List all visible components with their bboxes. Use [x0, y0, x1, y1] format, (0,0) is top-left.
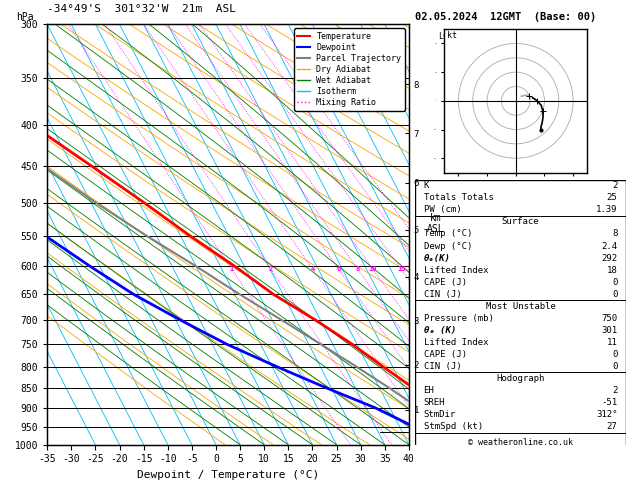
- Text: θₑ(K): θₑ(K): [423, 254, 450, 262]
- Y-axis label: km
ASL: km ASL: [427, 213, 445, 235]
- Text: CIN (J): CIN (J): [423, 290, 461, 299]
- Text: 312°: 312°: [596, 410, 618, 419]
- Text: 8: 8: [355, 266, 360, 272]
- Text: StmDir: StmDir: [423, 410, 456, 419]
- Text: StmSpd (kt): StmSpd (kt): [423, 422, 482, 431]
- Text: hPa: hPa: [16, 12, 34, 22]
- Text: 2.4: 2.4: [601, 242, 618, 251]
- Text: CIN (J): CIN (J): [423, 362, 461, 371]
- Text: 2: 2: [612, 386, 618, 395]
- Text: Most Unstable: Most Unstable: [486, 302, 555, 311]
- Text: Pressure (mb): Pressure (mb): [423, 314, 493, 323]
- Text: 8: 8: [612, 229, 618, 239]
- Text: Dewp (°C): Dewp (°C): [423, 242, 472, 251]
- Text: PW (cm): PW (cm): [423, 206, 461, 214]
- Text: 25: 25: [607, 193, 618, 202]
- Text: CAPE (J): CAPE (J): [423, 350, 467, 359]
- Text: 0: 0: [612, 362, 618, 371]
- Text: 750: 750: [601, 314, 618, 323]
- Text: Totals Totals: Totals Totals: [423, 193, 493, 202]
- Text: θₑ (K): θₑ (K): [423, 326, 456, 335]
- Text: 1: 1: [230, 266, 234, 272]
- Text: Surface: Surface: [502, 217, 539, 226]
- Text: 0: 0: [612, 350, 618, 359]
- Text: 11: 11: [607, 338, 618, 347]
- Text: SREH: SREH: [423, 398, 445, 407]
- Text: 6: 6: [337, 266, 341, 272]
- Text: 4: 4: [311, 266, 315, 272]
- Text: EH: EH: [423, 386, 434, 395]
- Text: 2: 2: [269, 266, 273, 272]
- X-axis label: Dewpoint / Temperature (°C): Dewpoint / Temperature (°C): [137, 470, 319, 480]
- Text: kt: kt: [447, 31, 457, 40]
- Text: 0: 0: [612, 290, 618, 299]
- Text: 15: 15: [397, 266, 406, 272]
- Text: 27: 27: [607, 422, 618, 431]
- Text: 10: 10: [369, 266, 377, 272]
- Text: -51: -51: [601, 398, 618, 407]
- Text: 0: 0: [612, 278, 618, 287]
- Text: 02.05.2024  12GMT  (Base: 00): 02.05.2024 12GMT (Base: 00): [415, 12, 596, 22]
- Text: Hodograph: Hodograph: [496, 374, 545, 383]
- Text: LCL: LCL: [438, 32, 453, 41]
- Legend: Temperature, Dewpoint, Parcel Trajectory, Dry Adiabat, Wet Adiabat, Isotherm, Mi: Temperature, Dewpoint, Parcel Trajectory…: [294, 29, 404, 111]
- Text: CAPE (J): CAPE (J): [423, 278, 467, 287]
- Text: 301: 301: [601, 326, 618, 335]
- Text: Lifted Index: Lifted Index: [423, 266, 488, 275]
- Text: Lifted Index: Lifted Index: [423, 338, 488, 347]
- Text: K: K: [423, 181, 429, 191]
- Text: -34°49'S  301°32'W  21m  ASL: -34°49'S 301°32'W 21m ASL: [47, 4, 236, 14]
- Text: © weatheronline.co.uk: © weatheronline.co.uk: [468, 438, 573, 447]
- Text: 2: 2: [612, 181, 618, 191]
- Text: 292: 292: [601, 254, 618, 262]
- Text: Temp (°C): Temp (°C): [423, 229, 472, 239]
- Text: 1.39: 1.39: [596, 206, 618, 214]
- Text: 18: 18: [607, 266, 618, 275]
